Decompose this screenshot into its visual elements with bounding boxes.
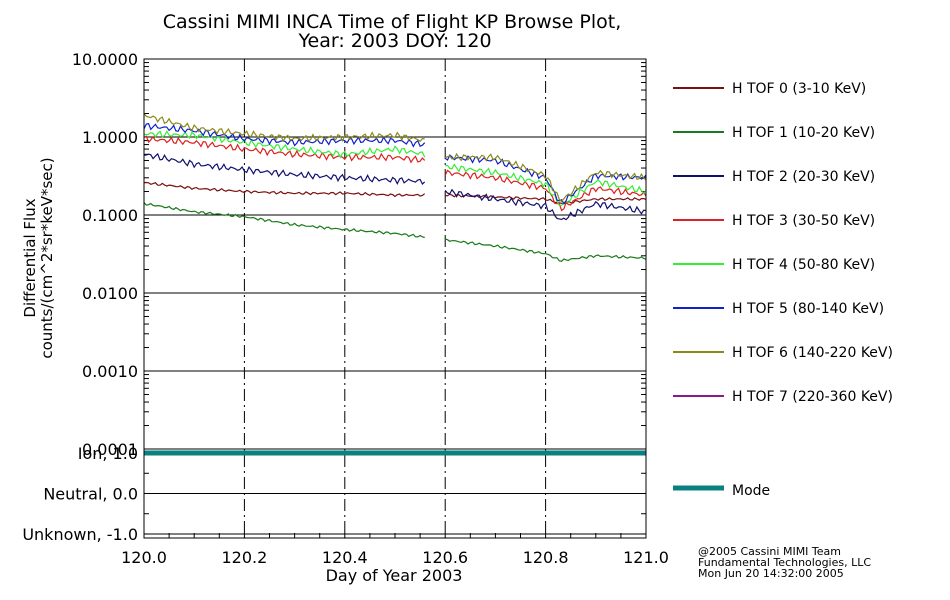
series-line-tof-2 xyxy=(143,152,647,221)
legend-label-tof-6: H TOF 6 (140-220 KeV) xyxy=(732,345,893,361)
legend-label-tof-7: H TOF 7 (220-360 KeV) xyxy=(732,389,893,405)
legend: H TOF 0 (3-10 KeV) H TOF 1 (10-20 KeV) H T… xyxy=(673,81,893,499)
legend-label-tof-5: H TOF 5 (80-140 KeV) xyxy=(732,301,884,317)
x-tick-label: 120.4 xyxy=(322,548,368,567)
y-tick-label: 0.0001 xyxy=(82,440,138,459)
y-axis-label-line2: counts/(cm^2*sr*keV*sec) xyxy=(38,157,56,358)
chart-title-line1: Cassini MIMI INCA Time of Flight KP Brow… xyxy=(163,11,622,33)
y-tick-label: 0.1000 xyxy=(82,206,138,225)
credit-line-3: Mon Jun 20 14:32:00 2005 xyxy=(698,567,844,580)
y-tick-labels: 10.0000 1.0000 0.1000 0.0100 0.0010 0.0001 xyxy=(72,50,138,459)
y-axis-label-line1: Differential Flux xyxy=(21,198,39,317)
y-tick-label: 1.0000 xyxy=(82,128,138,147)
series-line-tof-1 xyxy=(143,202,647,262)
x-tick-label: 120.8 xyxy=(523,548,569,567)
x-tick-label: 121.0 xyxy=(623,548,669,567)
x-axis-label: Day of Year 2003 xyxy=(326,566,463,585)
series-line-tof-0 xyxy=(143,181,647,205)
mode-tick-label: Ion, 1.0 xyxy=(78,444,138,463)
credit-line-2: Fundamental Technologies, LLC xyxy=(698,556,871,569)
mode-grid xyxy=(144,452,646,535)
series-line-tof-3 xyxy=(143,135,647,212)
legend-label-tof-3: H TOF 3 (30-50 KeV) xyxy=(732,213,875,229)
x-tick-label: 120.0 xyxy=(121,548,167,567)
series-line-tof-5 xyxy=(143,123,647,205)
mode-tick-label: Neutral, 0.0 xyxy=(43,485,138,504)
legend-label-tof-1: H TOF 1 (10-20 KeV) xyxy=(732,125,875,141)
series-lines xyxy=(143,113,647,262)
x-tick-labels: 120.0 120.2 120.4 120.6 120.8 121.0 xyxy=(121,533,669,567)
mode-tick-label: Unknown, -1.0 xyxy=(22,525,138,544)
mode-plot-frame xyxy=(143,448,647,539)
y-tick-label: 0.0100 xyxy=(82,284,138,303)
legend-label-tof-0: H TOF 0 (3-10 KeV) xyxy=(732,81,866,97)
chart-title-line2: Year: 2003 DOY: 120 xyxy=(297,30,491,52)
flux-grid xyxy=(144,58,646,450)
flux-plot-frame xyxy=(143,58,647,450)
x-tick-label: 120.6 xyxy=(422,548,468,567)
series-line-tof-4 xyxy=(143,130,647,206)
vertical-dashed-lines xyxy=(243,59,547,538)
series-line-tof-6 xyxy=(143,113,647,203)
mode-tick-labels: Ion, 1.0 Neutral, 0.0 Unknown, -1.0 xyxy=(22,444,138,544)
legend-label-tof-2: H TOF 2 (20-30 KeV) xyxy=(732,169,875,185)
y-tick-label: 10.0000 xyxy=(72,50,138,69)
y-tick-label: 0.0010 xyxy=(82,362,138,381)
credit-line-1: @2005 Cassini MIMI Team xyxy=(698,545,841,558)
legend-label-mode: Mode xyxy=(732,483,770,499)
x-tick-label: 120.2 xyxy=(221,548,267,567)
legend-label-tof-4: H TOF 4 (50-80 KeV) xyxy=(732,257,875,273)
